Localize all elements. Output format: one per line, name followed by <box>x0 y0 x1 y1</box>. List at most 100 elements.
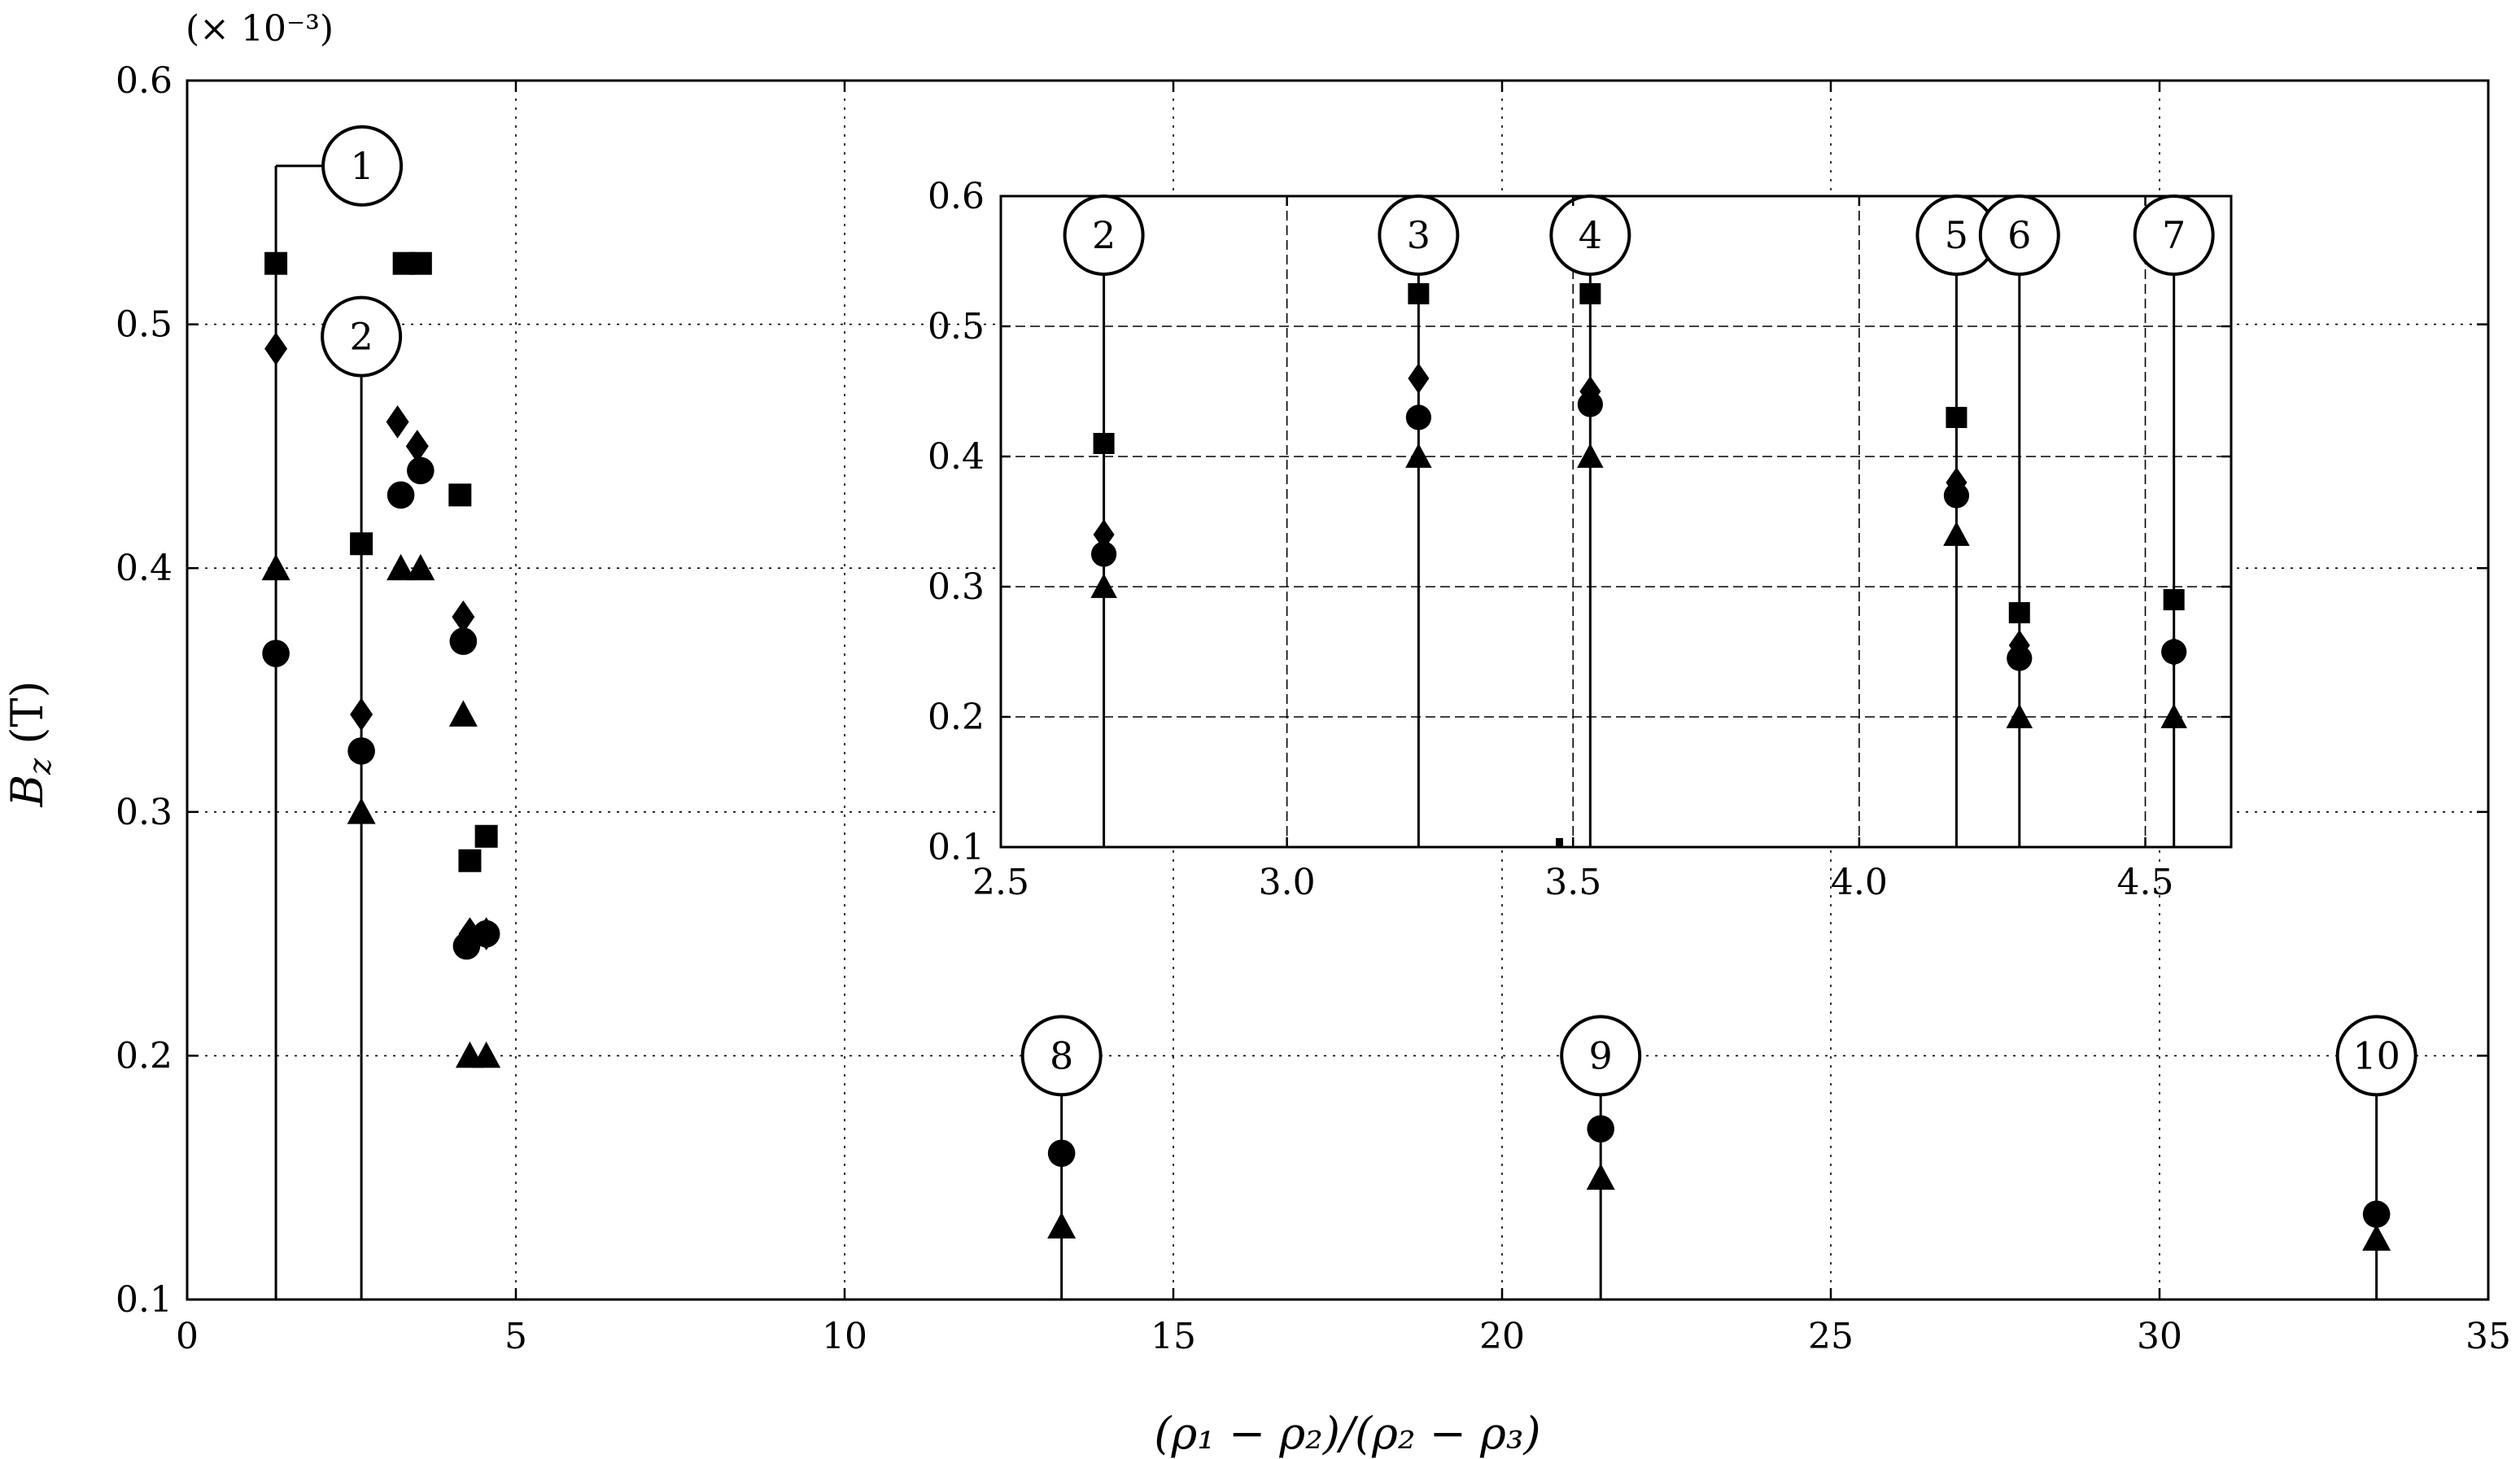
y-axis-title-sub: z <box>22 758 58 775</box>
main-point-circle <box>1047 1139 1076 1168</box>
main-stem-circle-1 <box>321 124 404 207</box>
inset-point-circle <box>2161 639 2187 665</box>
inset-point-triangle <box>2160 703 2187 728</box>
main-point-diamond <box>405 430 429 463</box>
inset-point-circle <box>1405 404 1431 430</box>
inset-point-square <box>1093 433 1115 454</box>
inset-ticks: 2.5 3.0 3.5 4.0 4.5 0.1 0.2 0.3 0.4 0.5 0.6 <box>928 176 2231 903</box>
main-point-triangle <box>472 1041 501 1068</box>
inset-y-tick-label: 0.1 <box>928 827 985 868</box>
main-point-triangle <box>387 553 416 581</box>
inset-point-square <box>1946 407 1968 428</box>
main-point-circle <box>452 932 481 960</box>
inset-y-tick-label: 0.2 <box>928 697 985 738</box>
inset-y-tick-label: 0.3 <box>928 566 985 608</box>
inset-point-square <box>2163 589 2185 610</box>
main-stem-circle-2 <box>321 295 403 378</box>
main-point-circle <box>472 920 500 948</box>
inset-y-tick-label: 0.6 <box>928 176 985 217</box>
inset-point-triangle <box>1577 443 1604 468</box>
main-x-tick-label: 10 <box>822 1316 867 1357</box>
main-point-circle <box>347 737 375 765</box>
main-point-triangle <box>406 553 435 581</box>
main-stem-label-1: 1 <box>350 144 373 188</box>
inset-stray-mark <box>1556 838 1563 847</box>
main-x-tick-label: 30 <box>2137 1316 2182 1357</box>
main-y-tick-label: 0.2 <box>116 1035 173 1077</box>
inset-point-diamond <box>1093 519 1115 550</box>
inset-point-circle <box>1090 541 1117 567</box>
main-x-tick-label: 25 <box>1808 1316 1854 1357</box>
main-point-circle <box>449 627 478 655</box>
main-point-diamond <box>386 405 409 439</box>
main-point-square <box>458 849 482 872</box>
main-y-tick-label: 0.1 <box>116 1279 173 1321</box>
inset-point-square <box>1408 283 1430 304</box>
main-x-tick-label: 20 <box>1479 1316 1525 1357</box>
main-x-tick-label: 35 <box>2465 1316 2511 1357</box>
main-stems: 1 2 8 9 10 <box>274 124 2417 1300</box>
main-stem-label-8: 8 <box>1050 1033 1073 1077</box>
main-point-circle <box>1587 1115 1614 1143</box>
main-point-square <box>408 251 432 275</box>
main-y-tick-label: 0.5 <box>116 304 173 346</box>
inset-y-tick-label: 0.4 <box>928 436 985 478</box>
inset-stem-label-7: 7 <box>2162 213 2186 257</box>
main-plot-frame <box>186 79 2490 1301</box>
main-stem-label-10: 10 <box>2352 1033 2400 1077</box>
inset-point-triangle <box>1090 573 1117 598</box>
inset-x-tick-label: 3.5 <box>1544 862 1601 903</box>
inset-point-circle <box>1943 483 1970 509</box>
inset-point-circle <box>1577 391 1603 417</box>
y-axis-title-unit: (T) <box>2 680 53 758</box>
inset-grid <box>1001 196 2231 847</box>
main-stem-circle-8 <box>1020 1015 1103 1097</box>
inset-point-square <box>1579 283 1601 304</box>
main-point-circle <box>407 456 435 485</box>
inset-point-triangle <box>1405 443 1432 468</box>
main-x-tick-label: 5 <box>504 1316 527 1357</box>
inset-point-triangle <box>1943 521 1970 546</box>
x-axis-title: (ρ₁ − ρ₂)/(ρ₂ − ρ₃) <box>1154 1408 1540 1459</box>
main-point-circle <box>2362 1200 2391 1228</box>
main-marks <box>261 251 2391 1251</box>
inset-x-tick-label: 2.5 <box>972 862 1029 903</box>
main-y-tick-label: 0.6 <box>116 60 173 102</box>
main-point-square <box>474 824 498 848</box>
main-y-tick-label: 0.3 <box>116 792 173 833</box>
inset-stem-label-5: 5 <box>1945 213 1968 257</box>
inset-stem-label-3: 3 <box>1407 213 1430 257</box>
main-stem-circle-10 <box>2335 1015 2417 1097</box>
main-point-triangle <box>1586 1163 1615 1190</box>
main-point-circle <box>387 481 415 509</box>
inset-stem-label-4: 4 <box>1579 213 1602 257</box>
main-x-tick-label: 15 <box>1151 1316 1196 1357</box>
inset-point-triangle <box>2006 703 2033 728</box>
y-axis-title: Bz (T) <box>2 680 58 807</box>
main-y-tick-label: 0.4 <box>116 548 173 589</box>
main-stem-circle-9 <box>1560 1015 1642 1097</box>
inset-point-square <box>2008 602 2030 623</box>
inset-x-tick-label: 4.0 <box>1831 862 1888 903</box>
main-point-triangle <box>347 797 376 824</box>
main-point-square <box>448 483 472 507</box>
inset-point-diamond <box>1408 363 1430 394</box>
main-point-triangle <box>261 553 290 581</box>
main-point-diamond <box>350 697 373 732</box>
inset-x-tick-label: 3.0 <box>1259 862 1316 903</box>
inset-x-tick-label: 4.5 <box>2117 862 2174 903</box>
main-point-diamond <box>452 600 475 634</box>
main-point-triangle <box>448 700 478 727</box>
main-stem-label-9: 9 <box>1589 1033 1613 1077</box>
main-stem-label-2: 2 <box>349 315 373 359</box>
inset-background <box>1001 196 2231 847</box>
main-point-diamond <box>264 332 288 365</box>
scale-note: (× 10⁻³) <box>186 8 334 50</box>
main-point-square <box>350 532 373 556</box>
inset-plot-frame <box>999 194 2233 849</box>
main-point-square <box>264 251 288 275</box>
inset-marks <box>1090 283 2187 728</box>
